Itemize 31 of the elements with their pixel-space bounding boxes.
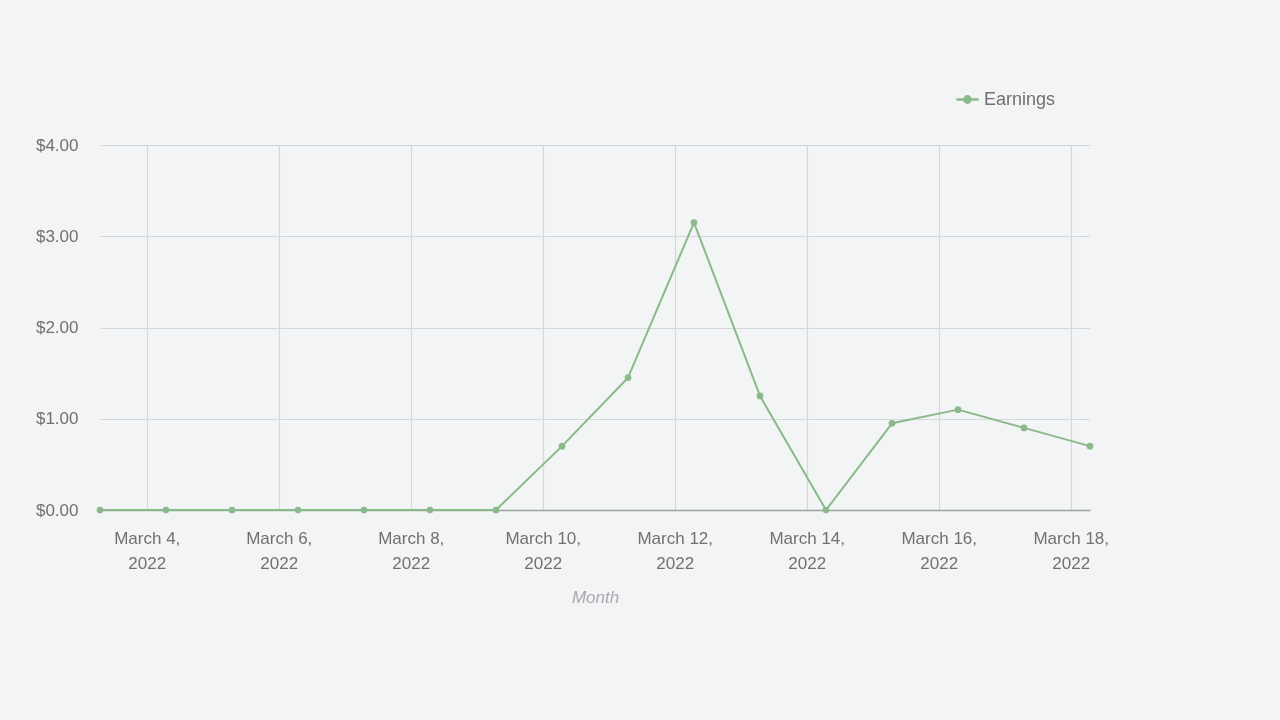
x-tick-label: March 16, 2022	[901, 528, 978, 573]
x-axis-title: Month	[571, 587, 620, 607]
point	[888, 419, 896, 427]
x-tick-label: March 4, 2022	[114, 528, 181, 573]
y-tick-label: $4.00	[35, 135, 79, 155]
point	[492, 506, 500, 514]
x-tick-label: March 18, 2022	[1033, 528, 1110, 573]
x-tick-label: March 8, 2022	[378, 528, 445, 573]
point	[954, 406, 962, 413]
point	[162, 506, 170, 514]
point	[1086, 442, 1094, 450]
y-tick-label: $3.00	[35, 226, 79, 246]
x-tick-label: March 6, 2022	[246, 528, 313, 573]
x-tick-label: March 10, 2022	[505, 528, 582, 573]
point	[228, 506, 236, 514]
point	[624, 374, 632, 382]
point	[1020, 424, 1028, 432]
point	[294, 506, 302, 514]
point	[756, 392, 764, 400]
x-tick-label: March 14, 2022	[769, 528, 846, 573]
point	[360, 506, 368, 514]
point	[690, 219, 698, 226]
point	[96, 506, 104, 514]
y-tick-label: $2.00	[35, 318, 79, 337]
y-tick-label: $1.00	[35, 409, 79, 429]
point	[426, 506, 434, 514]
y-tick-label: $0.00	[35, 500, 79, 520]
point	[822, 506, 830, 514]
legend-label: Earnings	[984, 88, 1056, 109]
x-tick-label: March 12, 2022	[637, 528, 714, 573]
point	[558, 442, 566, 450]
